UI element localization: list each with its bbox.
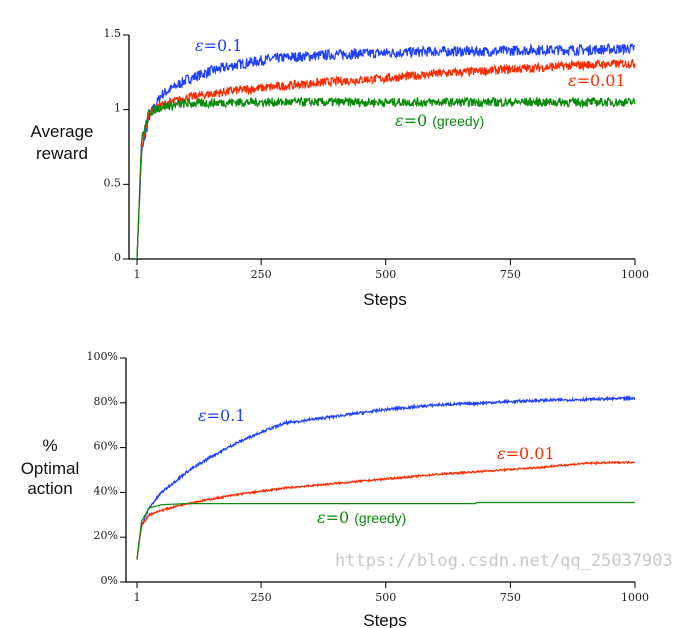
y-tick-label: 20%: [94, 529, 118, 542]
x-tick-label: 250: [251, 591, 272, 604]
epsilon-symbol: ε: [195, 36, 204, 55]
greedy-note: (greedy): [354, 510, 406, 526]
epsilon-value: 0: [417, 111, 427, 130]
y-axis-label: Average: [30, 122, 93, 141]
epsilon-value: 0.01: [519, 444, 555, 463]
series-label: ε=0.1: [195, 36, 242, 55]
watermark: https://blog.csdn.net/qq_25037903: [335, 551, 673, 571]
y-tick-label: 100%: [87, 350, 118, 363]
equals-sign: =: [326, 508, 339, 527]
series-line--0.1: [136, 42, 636, 260]
epsilon-value: 0.1: [220, 406, 245, 425]
x-tick-label: 1000: [621, 591, 649, 604]
y-tick-label: 0.5: [104, 176, 122, 189]
x-tick-label: 500: [375, 591, 396, 604]
x-tick-label: 1: [134, 591, 141, 604]
epsilon-value: 0.1: [217, 36, 242, 55]
x-axis-label: Steps: [363, 290, 406, 309]
x-axis-label: Steps: [363, 611, 406, 628]
epsilon-symbol: ε: [395, 111, 404, 130]
average-reward-chart: 0 0.5 1 1.5 1 250 500 750 1000 Steps Average reward…: [30, 27, 649, 309]
series-line--0.1: [136, 395, 636, 560]
y-axis-label: Optimal: [21, 459, 80, 478]
series-line--0-greedy-: [136, 501, 635, 560]
y-tick-label: 60%: [94, 440, 118, 453]
y-tick-label: 0: [114, 251, 121, 264]
equals-sign: =: [207, 406, 220, 425]
series-label: ε=0 (greedy): [395, 111, 484, 130]
equals-sign: =: [506, 444, 519, 463]
series-label: ε=0.01: [497, 444, 555, 463]
optimal-action-chart: 0% 20% 40% 60% 80% 100% 1 250 500 750 1000 Steps% Op…: [21, 350, 649, 628]
epsilon-symbol: ε: [497, 444, 506, 463]
epsilon-value: 0: [339, 508, 349, 527]
x-tick-label: 750: [500, 268, 521, 281]
y-axis-label: reward: [36, 144, 88, 163]
equals-sign: =: [577, 71, 590, 90]
y-tick-label: 1: [114, 102, 121, 115]
series-line--0.01: [136, 460, 636, 560]
y-axis-label: action: [27, 479, 72, 498]
epsilon-symbol: ε: [568, 71, 577, 90]
x-tick-label: 1: [134, 268, 141, 281]
x-tick-label: 1000: [621, 268, 649, 281]
equals-sign: =: [404, 111, 417, 130]
y-tick-label: 1.5: [104, 27, 122, 40]
series-label: ε=0.1: [198, 406, 245, 425]
x-tick-label: 500: [375, 268, 396, 281]
series-label: ε=0 (greedy): [317, 508, 406, 527]
epsilon-symbol: ε: [317, 508, 326, 527]
y-tick-label: 40%: [94, 484, 118, 497]
x-tick-label: 250: [251, 268, 272, 281]
y-axis-label: %: [42, 436, 57, 455]
y-tick-label: 0%: [101, 574, 118, 587]
equals-sign: =: [204, 36, 217, 55]
y-tick-label: 80%: [94, 395, 118, 408]
series-line--0.01: [136, 59, 636, 260]
epsilon-symbol: ε: [198, 406, 207, 425]
epsilon-value: 0.01: [590, 71, 626, 90]
series-line--0-greedy-: [136, 96, 636, 260]
greedy-note: (greedy): [432, 113, 484, 129]
x-tick-label: 750: [500, 591, 521, 604]
series-label: ε=0.01: [568, 71, 626, 90]
